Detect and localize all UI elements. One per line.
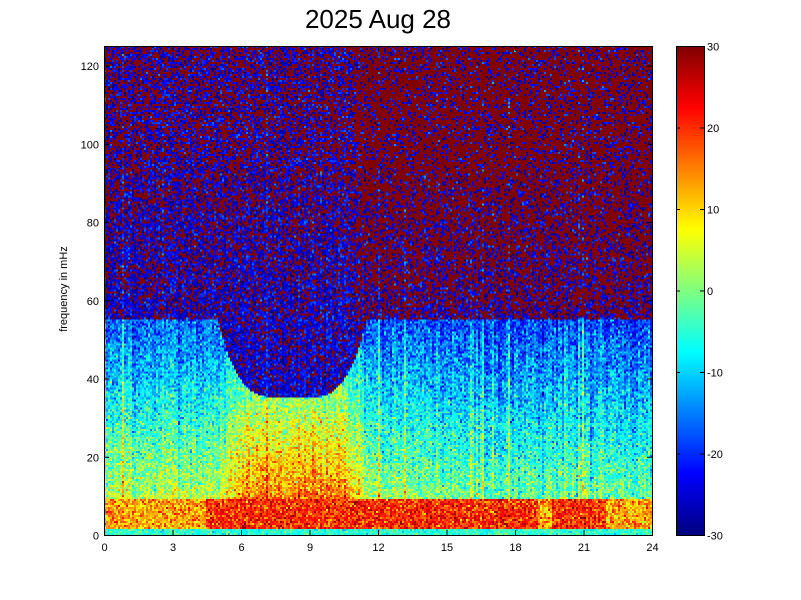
colorbar-ticks: -30 -20 -10 0 10 20 30 [676, 42, 723, 543]
y-tick-label: 120 [81, 61, 99, 73]
x-tick-label: 3 [170, 542, 176, 554]
y-tick-label: 40 [87, 374, 99, 386]
x-ticks: 0 3 6 9 12 15 18 21 24 [101, 46, 659, 554]
y-tick-label: 100 [81, 139, 99, 151]
x-tick-label: 6 [238, 542, 244, 554]
colorbar-tick-label: 20 [707, 123, 719, 135]
x-tick-label: 12 [372, 542, 384, 554]
x-tick-label: 24 [646, 542, 658, 554]
spectrogram-heatmap [104, 46, 652, 535]
y-tick-label: 0 [93, 531, 99, 543]
colorbar-tick-label: 0 [707, 286, 713, 298]
colorbar-tick-label: -30 [707, 531, 723, 543]
x-tick-label: 21 [578, 542, 590, 554]
chart-title: 2025 Aug 28 [304, 4, 452, 34]
x-tick-label: 9 [307, 542, 313, 554]
plot-frame [104, 46, 653, 536]
y-tick-label: 20 [87, 452, 99, 464]
x-tick-label: 15 [441, 542, 453, 554]
colorbar-tick-label: 10 [707, 205, 719, 217]
y-ticks: 0 20 40 60 80 100 120 [81, 61, 652, 543]
colorbar-tick-label: -20 [707, 449, 723, 461]
y-tick-label: 60 [87, 296, 99, 308]
colorbar [676, 46, 704, 535]
x-tick-label: 0 [101, 542, 107, 554]
colorbar-tick-label: 30 [707, 42, 719, 54]
colorbar-tick-label: -10 [707, 368, 723, 380]
y-tick-label: 80 [87, 218, 99, 230]
x-tick-label: 18 [509, 542, 521, 554]
